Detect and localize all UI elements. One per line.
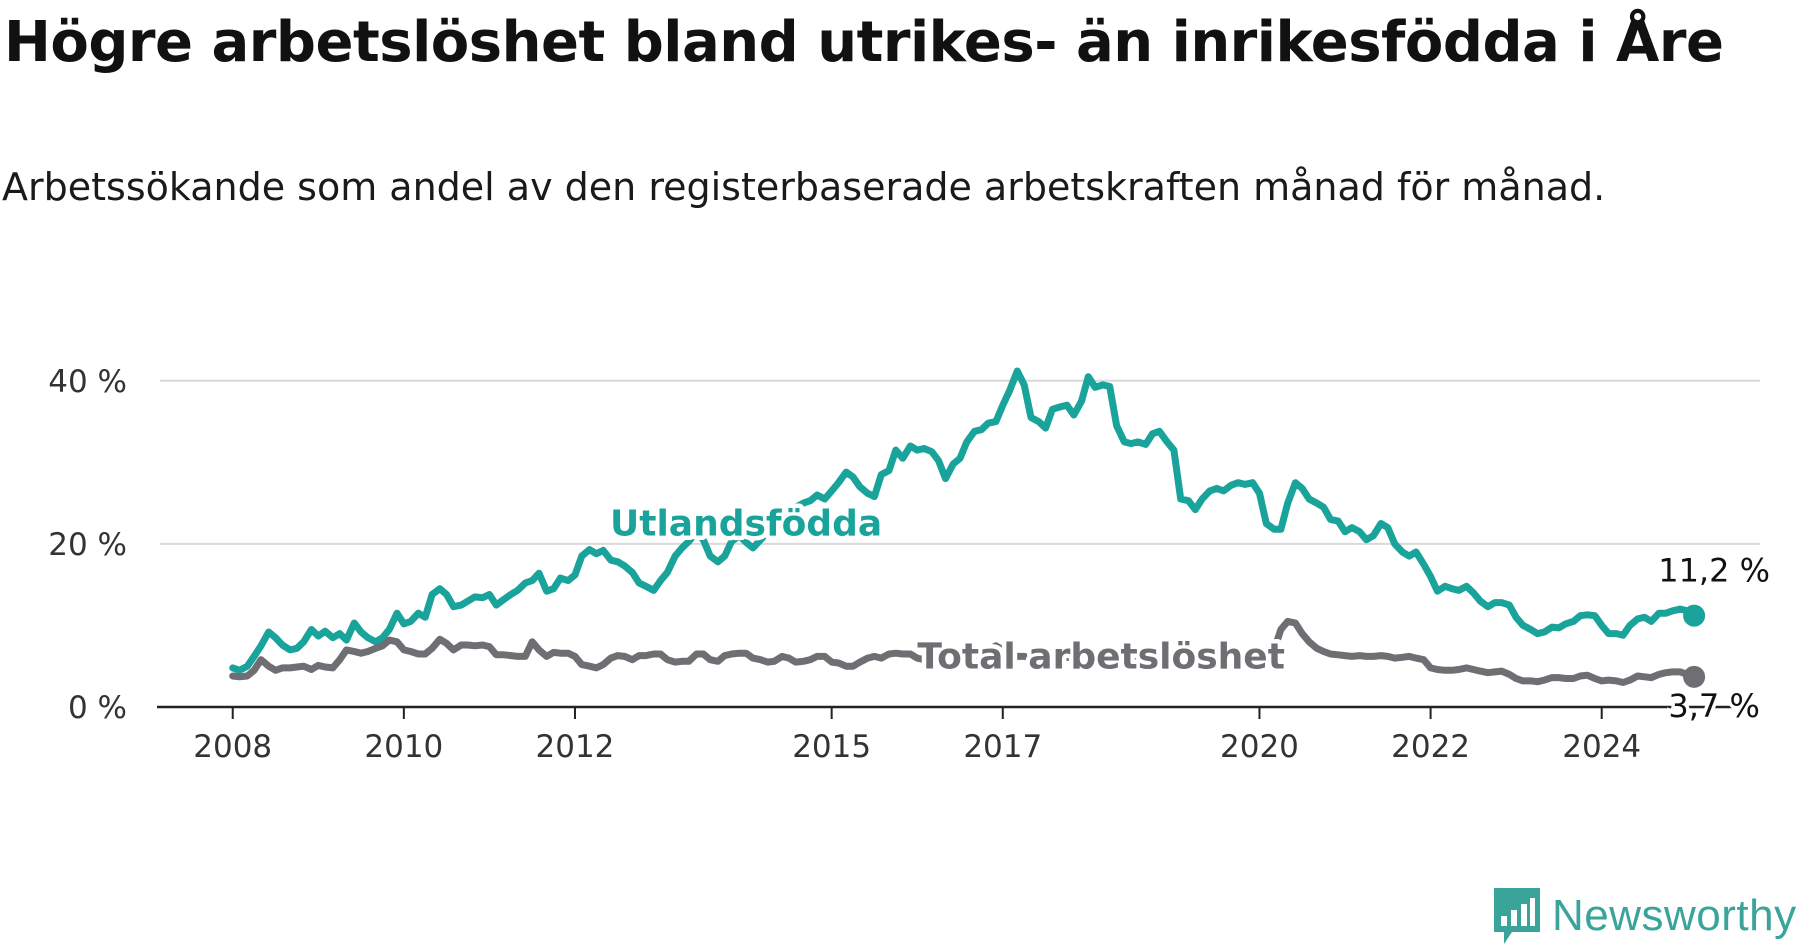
y-tick-label: 40 % [48,364,127,400]
labels-layer: 11,2 % 3,7 % Utlandsfödda Total arbetslöshe… [606,499,1774,728]
x-tick-label: 2020 [1220,729,1299,765]
x-tick-label: 2012 [536,729,615,765]
x-tick-label: 2024 [1562,729,1641,765]
series-end-dot-0 [1683,604,1706,627]
series-end-label-1: 3,7 % [1668,687,1759,725]
x-tick-label: 2010 [364,729,443,765]
series-name-label-1: Total arbetslöshet [917,636,1285,677]
series-layer [229,367,1706,688]
gridlines [160,379,1760,545]
x-tick-label: 2017 [963,729,1042,765]
y-tick-label: 20 % [48,527,127,563]
x-tick-label: 2008 [193,729,272,765]
x-tick-label: 2015 [792,729,871,765]
newsworthy-logo: Newsworthy [1492,880,1797,952]
brand-name: Newsworthy [1552,891,1797,940]
chart-subtitle: Arbetssökande som andel av den registerb… [2,165,1606,209]
series-line-1 [229,617,1698,686]
series-line-0 [229,367,1698,674]
chart-title: Högre arbetslöshet bland utrikes- än inr… [4,10,1724,75]
x-axis: 2008 2010 2012 2015 2017 2020 2022 2024 [157,705,1760,765]
series-end-label-0: 11,2 % [1658,552,1770,590]
bar-chart-speech-bubble-icon [1494,888,1540,944]
series-end-dot-1 [1683,665,1706,688]
y-axis: 0 % 20 % 40 % [48,364,127,726]
x-tick-label: 2022 [1391,729,1470,765]
y-tick-label: 0 % [68,690,127,726]
series-name-label-0: Utlandsfödda [610,504,882,545]
line-chart: 0 % 20 % 40 % 2008 2010 2012 2015 2017 2020 2022… [48,363,1774,765]
